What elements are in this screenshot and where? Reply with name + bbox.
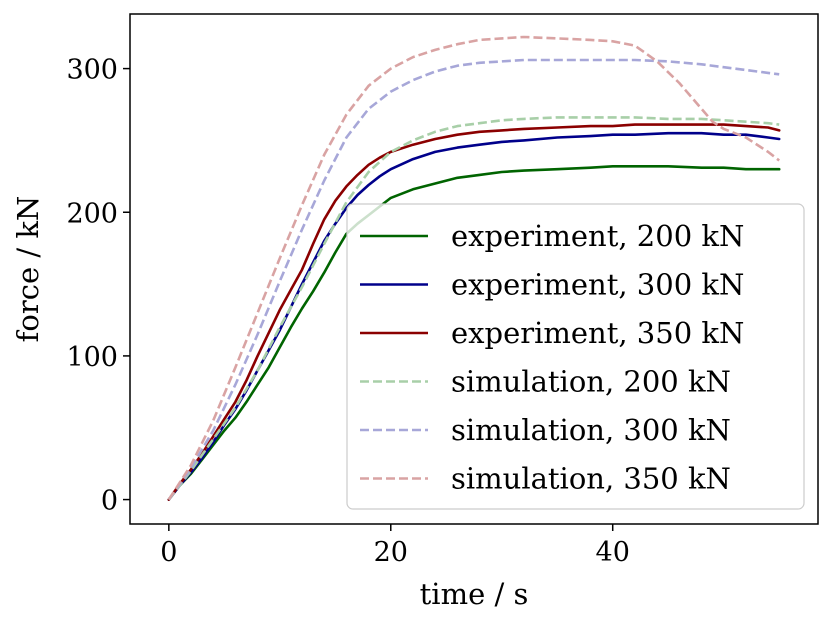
y-tick-label: 0 (101, 486, 118, 517)
y-tick-label: 200 (66, 198, 118, 229)
series-layer (167, 35, 781, 501)
x-tick-label: 0 (160, 537, 177, 568)
plot-frame (129, 13, 819, 525)
legend-label-6: simulation, 350 kN (451, 462, 731, 496)
ticks-layer: 0 20 40 0 100 200 300 (66, 55, 629, 568)
x-tick-label: 20 (374, 537, 408, 568)
legend-box (346, 203, 805, 510)
legend-label-2: experiment, 300 kN (451, 268, 744, 302)
legend-label-3: experiment, 350 kN (451, 316, 744, 350)
legend-label-4: simulation, 200 kN (451, 365, 731, 399)
series-line-6 (167, 35, 780, 501)
series-line-3 (167, 123, 781, 501)
legend: experiment, 200 kN experiment, 300 kN expe… (346, 203, 805, 510)
x-axis-label: time / s (420, 577, 529, 611)
series-line-4 (167, 116, 780, 501)
y-tick-label: 100 (66, 342, 118, 373)
legend-label-1: experiment, 200 kN (451, 219, 744, 253)
x-tick-label: 40 (596, 537, 630, 568)
legend-label-5: simulation, 300 kN (451, 413, 731, 447)
series-line-5 (167, 58, 780, 501)
y-tick-label: 300 (66, 55, 118, 86)
y-axis-label: force / kN (11, 196, 45, 343)
